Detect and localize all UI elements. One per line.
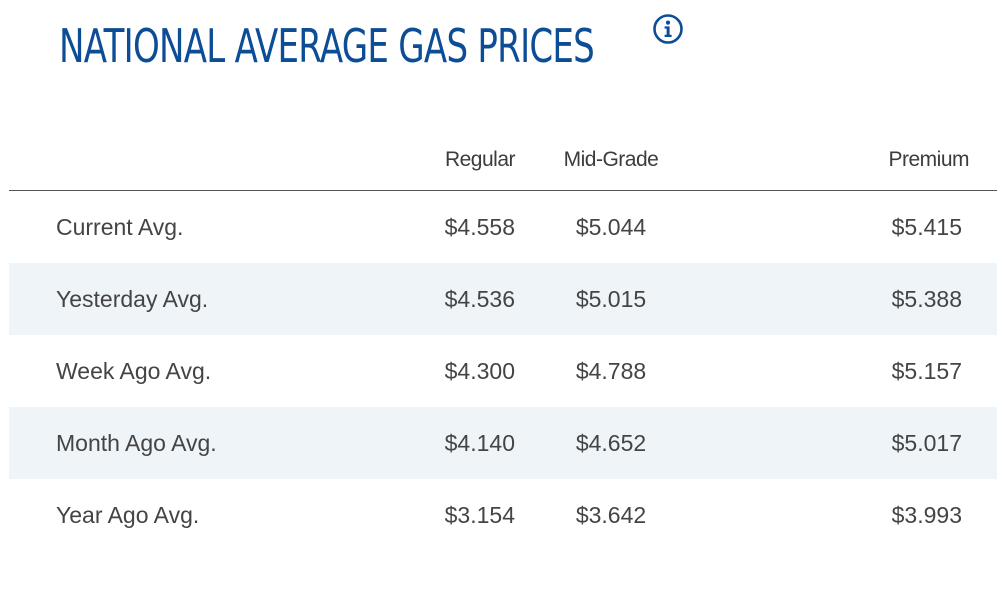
mid-grade-price: $3.642 — [575, 501, 647, 528]
info-circle-icon[interactable] — [652, 13, 684, 45]
row-label: Yesterday Avg. — [9, 263, 301, 335]
row-label: Month Ago Avg. — [9, 407, 301, 479]
regular-price: $4.300 — [444, 357, 515, 384]
regular-price: $4.558 — [444, 213, 515, 240]
mid-grade-price: $4.652 — [521, 407, 771, 479]
regular-price: $3.154 — [444, 501, 515, 528]
mid-grade-price: $4.788 — [575, 357, 647, 384]
mid-grade-price: $5.015 — [521, 263, 771, 335]
premium-price: $3.993 — [891, 501, 962, 528]
table-header-row: Regular Mid-Grade Premium — [9, 130, 997, 191]
premium-price: $5.415 — [891, 213, 962, 240]
regular-price: $4.536 — [301, 263, 521, 335]
page-title: NATIONAL AVERAGE GAS PRICES — [59, 19, 595, 73]
table-row-month-ago: Month Ago Avg. $4.140 $4.652 $5.017 — [9, 407, 997, 479]
header-blank — [9, 130, 301, 191]
row-label: Week Ago Avg. — [56, 357, 212, 384]
page-header: NATIONAL AVERAGE GAS PRICES — [59, 14, 649, 78]
mid-grade-price: $5.044 — [575, 213, 647, 240]
column-header-regular: Regular — [301, 130, 521, 191]
row-label: Current Avg. — [56, 213, 184, 240]
premium-price: $5.157 — [891, 357, 962, 384]
column-header-premium: Premium — [771, 130, 997, 191]
row-label: Year Ago Avg. — [56, 501, 200, 528]
column-header-mid-grade: Mid-Grade — [521, 130, 771, 191]
regular-price: $4.140 — [301, 407, 521, 479]
premium-price: $5.388 — [771, 263, 997, 335]
table-row-week-ago: Week Ago Avg. $4.300 $4.788 $5.157 — [9, 335, 997, 407]
premium-price: $5.017 — [771, 407, 997, 479]
gas-prices-table: Regular Mid-Grade Premium Current Avg. $… — [9, 130, 997, 551]
table-row-year-ago: Year Ago Avg. $3.154 $3.642 $3.993 — [9, 479, 997, 551]
table-row-yesterday: Yesterday Avg. $4.536 $5.015 $5.388 — [9, 263, 997, 335]
table-row-current: Current Avg. $4.558 $5.044 $5.415 — [9, 191, 997, 264]
